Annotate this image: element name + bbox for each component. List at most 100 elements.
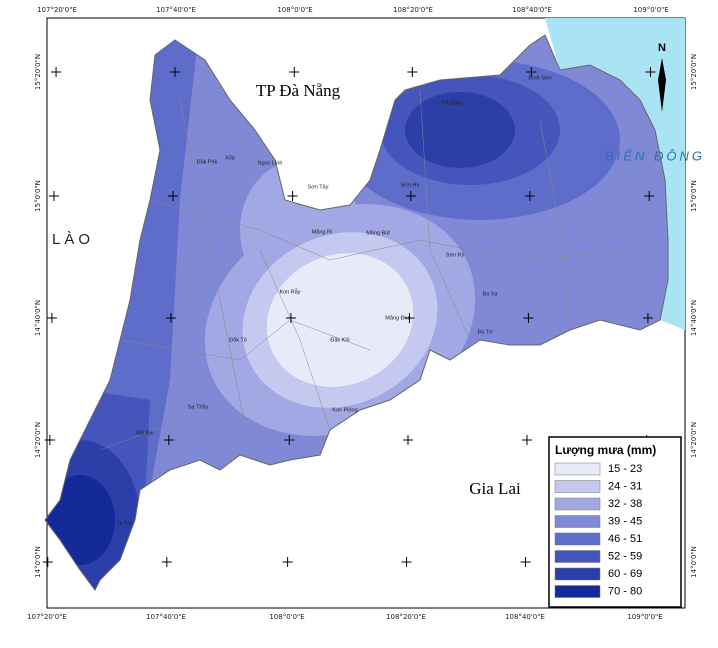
commune-label: Xốp: [225, 155, 235, 161]
graticule-cross: [645, 67, 656, 77]
longitude-label: 108°20'0"E: [386, 613, 426, 621]
graticule-cross: [46, 313, 57, 323]
legend-swatch: [554, 532, 601, 546]
graticule-cross: [167, 191, 178, 201]
commune-label: Trà Bồng: [441, 100, 463, 106]
commune-label: Sơn Kỳ: [446, 252, 465, 258]
legend-label: 60 - 69: [608, 568, 642, 580]
latitude-label: 14°40'0"N: [690, 300, 698, 336]
latitude-label: 14°20'0"N: [34, 422, 42, 458]
graticule-cross: [287, 191, 298, 201]
north-arrow: [658, 58, 666, 112]
graticule-cross: [48, 191, 59, 201]
commune-label: Đăk Tô: [229, 337, 247, 343]
graticule-cross: [51, 67, 62, 77]
longitude-label: 107°20'0"E: [27, 613, 67, 621]
legend-label: 46 - 51: [608, 533, 642, 545]
commune-label: Mô Rai: [136, 430, 153, 436]
graticule-cross: [520, 557, 531, 567]
legend-label: 70 - 80: [608, 585, 642, 597]
commune-label: Ia Tơi: [118, 520, 132, 526]
legend-label: 15 - 23: [608, 463, 642, 475]
graticule-cross: [282, 557, 293, 567]
legend-label: 52 - 59: [608, 550, 642, 562]
place-label: Gia Lai: [469, 479, 521, 498]
graticule-cross: [163, 435, 174, 445]
graticule-cross: [524, 191, 535, 201]
place-label: LÀO: [52, 231, 94, 248]
graticule-cross: [401, 557, 412, 567]
graticule-cross: [161, 557, 172, 567]
legend-swatch: [554, 550, 601, 563]
legend-label: 39 - 45: [608, 515, 642, 527]
place-label: BIỂN ĐÔNG: [605, 148, 705, 163]
commune-label: Măng Bút: [366, 230, 390, 236]
graticule-cross: [42, 557, 53, 567]
commune-label: Kon Rẫy: [279, 288, 300, 295]
longitude-label: 109°0'0"E: [633, 6, 668, 14]
longitude-label: 108°40'0"E: [512, 6, 552, 14]
commune-label: Ba Xa: [483, 291, 499, 297]
graticule-cross: [402, 435, 413, 445]
legend-label: 24 - 31: [608, 480, 642, 492]
graticule-cross: [170, 67, 181, 77]
longitude-label: 108°0'0"E: [269, 613, 304, 621]
graticule-cross: [44, 435, 55, 445]
commune-label: Ngọc Linh: [258, 160, 283, 166]
graticule-cross: [404, 313, 415, 323]
graticule-cross: [526, 67, 537, 77]
legend-swatch: [554, 497, 601, 511]
graticule-cross: [405, 191, 416, 201]
zone: [45, 475, 115, 565]
graticule-cross: [523, 313, 534, 323]
commune-label: Bình Sơn: [528, 75, 551, 81]
graticule-cross: [521, 435, 532, 445]
latitude-label: 14°20'0"N: [690, 422, 698, 458]
legend-swatch: [554, 515, 601, 528]
north-label: N: [658, 42, 666, 54]
commune-label: Ba Tơ: [477, 329, 493, 335]
legend-swatch: [554, 462, 601, 476]
latitude-label: 15°0'0"N: [34, 180, 42, 212]
longitude-label: 107°40'0"E: [156, 6, 196, 14]
graticule-cross: [165, 313, 176, 323]
commune-label: Măng Ri: [312, 229, 332, 235]
graticule-cross: [407, 67, 418, 77]
legend-swatch: [554, 585, 601, 598]
commune-label: Sơn Tây: [308, 184, 329, 190]
longitude-label: 108°20'0"E: [393, 6, 433, 14]
graticule-cross: [644, 191, 655, 201]
graticule-cross: [284, 435, 295, 445]
legend-title: Lượng mưa (mm): [555, 443, 656, 457]
legend: Lượng mưa (mm) 15 - 23 24 - 31 32 - 38 39 - …: [548, 436, 682, 608]
longitude-label: 108°40'0"E: [505, 613, 545, 621]
zone: [405, 92, 515, 168]
commune-borders: [99, 89, 641, 451]
legend-swatch: [554, 480, 601, 493]
latitude-label: 15°0'0"N: [690, 180, 698, 212]
commune-label: Đăk Pék: [197, 159, 218, 165]
longitude-label: 107°40'0"E: [146, 613, 186, 621]
graticule-cross: [285, 313, 296, 323]
latitude-label: 14°0'0"N: [690, 546, 698, 578]
legend-swatch: [554, 567, 601, 581]
commune-label: Măng Đen: [385, 315, 410, 321]
latitude-label: 14°40'0"N: [34, 300, 42, 336]
latitude-label: 15°20'0"N: [34, 54, 42, 90]
zone: [266, 253, 414, 387]
place-label: TP Đà Nẵng: [256, 81, 341, 100]
graticule-cross: [642, 313, 653, 323]
commune-label: Kon Plông: [332, 407, 357, 413]
latitude-label: 14°0'0"N: [34, 546, 42, 578]
legend-label: 32 - 38: [608, 498, 642, 510]
longitude-label: 107°20'0"E: [37, 6, 77, 14]
longitude-label: 109°0'0"E: [627, 613, 662, 621]
longitude-label: 108°0'0"E: [277, 6, 312, 14]
sea: [545, 18, 685, 330]
commune-label: Sa Thầy: [188, 404, 209, 410]
commune-label: Đăk Kôi: [330, 337, 349, 343]
graticule-cross: [289, 67, 300, 77]
commune-label: Sơn Hà: [401, 182, 421, 188]
latitude-label: 15°20'0"N: [690, 54, 698, 90]
